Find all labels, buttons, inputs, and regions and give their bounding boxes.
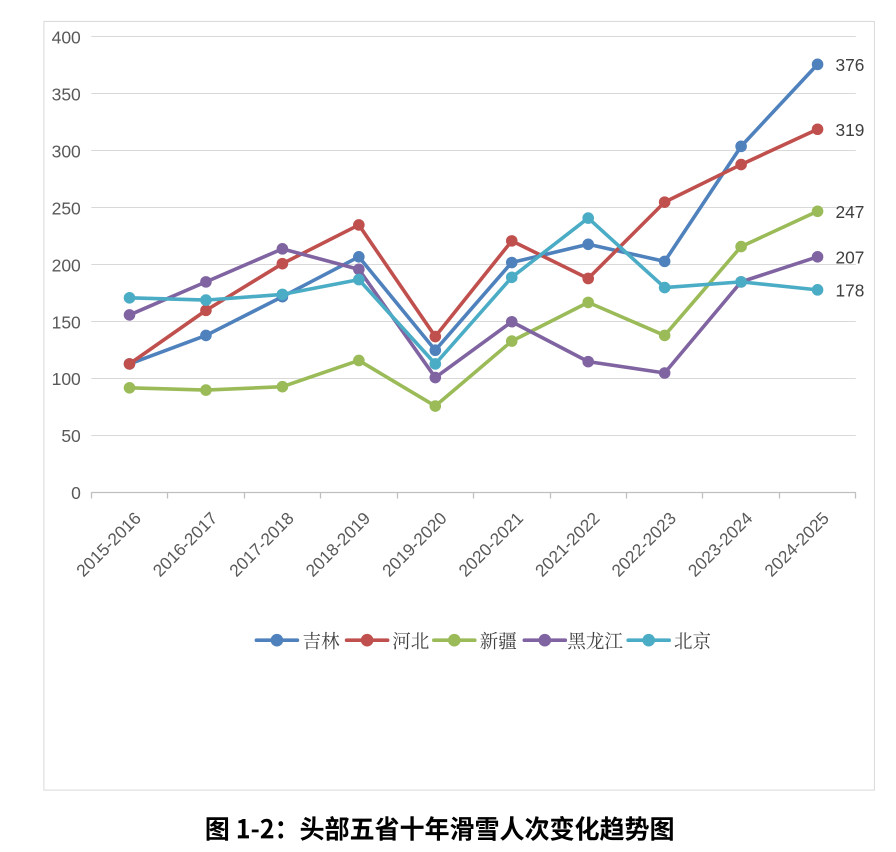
- svg-text:0: 0: [71, 483, 81, 503]
- svg-text:50: 50: [61, 426, 81, 446]
- svg-text:250: 250: [52, 198, 81, 218]
- svg-text:376: 376: [836, 55, 865, 75]
- svg-text:300: 300: [52, 141, 81, 161]
- svg-text:178: 178: [836, 280, 865, 300]
- svg-text:150: 150: [52, 312, 81, 332]
- svg-text:350: 350: [52, 84, 81, 104]
- svg-text:200: 200: [52, 255, 81, 275]
- svg-text:319: 319: [836, 120, 865, 140]
- svg-text:400: 400: [52, 28, 81, 48]
- svg-text:207: 207: [836, 247, 865, 267]
- svg-text:247: 247: [836, 202, 865, 222]
- svg-text:100: 100: [52, 369, 81, 389]
